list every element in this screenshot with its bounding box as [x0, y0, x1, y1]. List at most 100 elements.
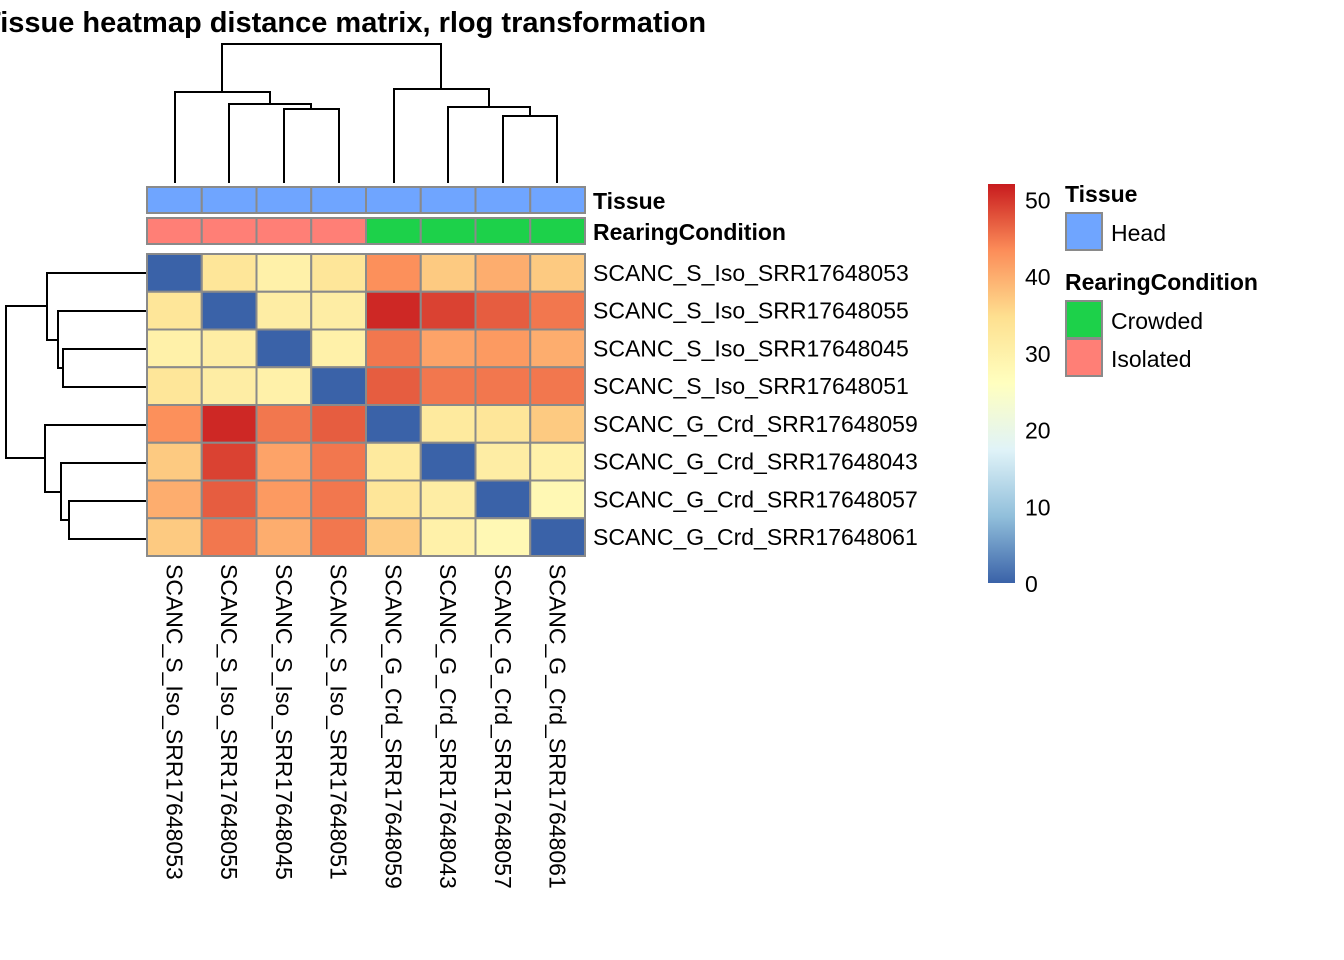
heatmap-cell: [529, 517, 586, 557]
annotation-cell: [474, 217, 532, 245]
legend-title: RearingCondition: [1065, 269, 1258, 295]
annotation-cell: [255, 186, 313, 214]
heatmap-cell: [200, 479, 258, 520]
heatmap-cell: [310, 517, 367, 557]
column-label: SCANC_S_Iso_SRR17648051: [326, 564, 352, 880]
annotation-cell: [529, 217, 586, 245]
legend-label: Crowded: [1111, 308, 1203, 334]
heatmap-cell: [146, 517, 203, 557]
heatmap-cell: [255, 479, 313, 520]
heatmap-cell: [200, 366, 258, 406]
heatmap-cell: [419, 253, 477, 293]
row-label: SCANC_S_Iso_SRR17648051: [593, 373, 909, 399]
annotation-track-label: RearingCondition: [593, 219, 786, 245]
heatmap-cell: [365, 479, 422, 520]
colorbar-tick-label: 0: [1025, 571, 1038, 597]
heatmap-cell: [365, 441, 422, 482]
heatmap-cell: [146, 441, 203, 482]
heatmap-cell: [146, 366, 203, 406]
heatmap-cell: [310, 479, 367, 520]
legend-swatch: [1065, 338, 1103, 377]
annotation-cell: [365, 186, 422, 214]
column-label: SCANC_S_Iso_SRR17648055: [216, 564, 242, 880]
heatmap-cell: [419, 290, 477, 331]
colorbar-tick-label: 50: [1025, 187, 1051, 213]
annotation-cell: [419, 217, 477, 245]
heatmap-cell: [365, 404, 422, 444]
annotation-cell: [365, 217, 422, 245]
heatmap-cell: [419, 328, 477, 369]
heatmap-cell: [529, 441, 586, 482]
heatmap-cell: [419, 517, 477, 557]
heatmap-cell: [146, 253, 203, 293]
column-label: SCANC_G_Crd_SRR17648059: [380, 564, 406, 889]
annotation-cell: [419, 186, 477, 214]
heatmap-cell: [365, 328, 422, 369]
heatmap-cell: [474, 290, 532, 331]
legend-swatch: [1065, 212, 1103, 251]
heatmap-cell: [310, 253, 367, 293]
colorbar-tick-label: 20: [1025, 418, 1051, 444]
chart-title: Tissue heatmap distance matrix, rlog tra…: [0, 7, 706, 39]
annotation-cell: [146, 186, 203, 214]
column-label: SCANC_S_Iso_SRR17648045: [271, 564, 297, 880]
heatmap-cell: [146, 404, 203, 444]
heatmap-cell: [255, 328, 313, 369]
colorbar: [988, 184, 1015, 583]
annotation-cell: [310, 217, 367, 245]
row-label: SCANC_G_Crd_SRR17648057: [593, 486, 918, 512]
heatmap-cell: [200, 290, 258, 331]
row-dendrogram: [5, 272, 146, 540]
heatmap-cell: [474, 479, 532, 520]
annotation-track-label: Tissue: [593, 188, 665, 214]
annotation-cell: [146, 217, 203, 245]
heatmap-cell: [529, 290, 586, 331]
heatmap-cell: [419, 404, 477, 444]
annotation-cell: [255, 217, 313, 245]
heatmap-cell: [255, 290, 313, 331]
legend-label: Isolated: [1111, 346, 1192, 372]
row-label: SCANC_G_Crd_SRR17648043: [593, 449, 918, 475]
heatmap-cell: [146, 479, 203, 520]
legend-swatch: [1065, 300, 1103, 339]
colorbar-tick-label: 30: [1025, 341, 1051, 367]
heatmap-cell: [474, 441, 532, 482]
heatmap-cell: [365, 517, 422, 557]
column-label: SCANC_G_Crd_SRR17648057: [490, 564, 516, 889]
heatmap-cell: [310, 404, 367, 444]
heatmap-cell: [474, 517, 532, 557]
heatmap-cell: [474, 253, 532, 293]
heatmap-cell: [200, 441, 258, 482]
heatmap-cell: [365, 253, 422, 293]
heatmap-cell: [474, 366, 532, 406]
heatmap-cell: [310, 366, 367, 406]
annotation-cell: [310, 186, 367, 214]
heatmap-cell: [200, 517, 258, 557]
heatmap-cell: [255, 253, 313, 293]
heatmap-cell: [419, 366, 477, 406]
heatmap-cell: [529, 328, 586, 369]
row-label: SCANC_S_Iso_SRR17648055: [593, 298, 909, 324]
heatmap-cell: [310, 441, 367, 482]
heatmap-cell: [255, 517, 313, 557]
heatmap-cell: [529, 253, 586, 293]
annotation-cell: [529, 186, 586, 214]
heatmap-cell: [529, 366, 586, 406]
heatmap-cell: [365, 290, 422, 331]
row-label: SCANC_G_Crd_SRR17648061: [593, 524, 918, 550]
annotation-cell: [474, 186, 532, 214]
column-label: SCANC_G_Crd_SRR17648043: [435, 564, 461, 889]
heatmap-cell: [146, 328, 203, 369]
heatmap-cell: [419, 441, 477, 482]
row-label: SCANC_S_Iso_SRR17648045: [593, 335, 909, 361]
heatmap-cell: [474, 328, 532, 369]
heatmap-cell: [365, 366, 422, 406]
row-label: SCANC_S_Iso_SRR17648053: [593, 260, 909, 286]
colorbar-tick-label: 40: [1025, 264, 1051, 290]
heatmap-cell: [474, 404, 532, 444]
legend-label: Head: [1111, 220, 1166, 246]
heatmap-cell: [419, 479, 477, 520]
legend-title: Tissue: [1065, 181, 1137, 207]
column-dendrogram: [174, 43, 558, 183]
